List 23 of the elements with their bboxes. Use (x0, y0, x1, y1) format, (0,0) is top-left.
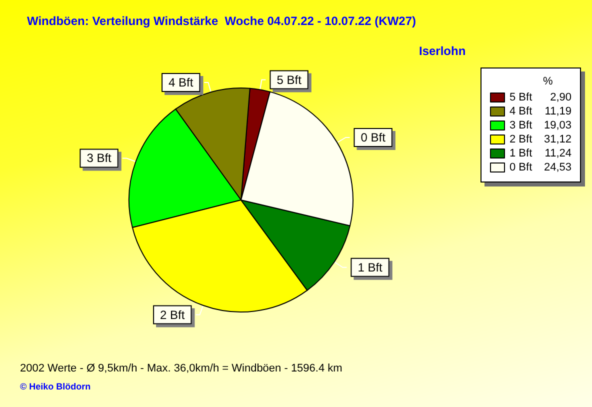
legend-label: 1 Bft (510, 148, 532, 160)
slice-label: 3 Bft (86, 151, 112, 166)
chart-subtitle: Iserlohn (419, 44, 466, 58)
data-label: 19,03 (544, 120, 572, 132)
slice-label: 1 Bft (358, 260, 384, 274)
legend-title: % (543, 76, 553, 88)
data-label: 11,19 (544, 106, 572, 118)
data-label: 11,24 (544, 148, 572, 160)
data-label: 2,90 (550, 92, 572, 104)
text: © Heiko Blödorn (20, 382, 91, 392)
legend-label: 5 Bft (510, 92, 532, 104)
slice-label: 0 Bft (360, 130, 386, 144)
legend-label: 4 Bft (510, 106, 532, 118)
data-label: 24,53 (544, 162, 572, 174)
legend-label: 2 Bft (510, 134, 532, 146)
slice-label: 5 Bft (276, 72, 302, 87)
slice-label: 4 Bft (168, 75, 194, 90)
legend-label: 3 Bft (510, 120, 532, 132)
legend-label: 0 Bft (510, 162, 532, 174)
data-label: 31,12 (544, 134, 572, 146)
chart-title: Windböen: Verteilung Windstärke Woche 04.07.22 - 10.07.22 (KW27) (27, 14, 416, 28)
slice-label: 2 Bft (160, 308, 186, 322)
text: 2002 Werte - Ø 9,5km/h - Max. 36,0km/h = Windböen - 1596.4 km (20, 362, 342, 374)
